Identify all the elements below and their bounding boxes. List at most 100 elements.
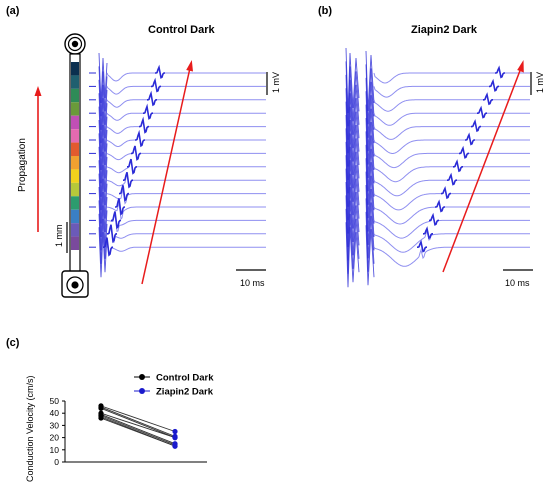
strip-segment — [71, 142, 79, 156]
legend-label-ziapin2: Ziapin2 Dark — [156, 387, 214, 398]
action-potential-spike — [471, 118, 481, 133]
action-potential-spike — [143, 103, 153, 120]
paired-line — [100, 407, 176, 439]
stimulus-artifact — [98, 93, 108, 144]
electrode-trace — [106, 203, 266, 221]
action-potential-spike — [429, 212, 439, 226]
electrode-trace — [373, 214, 530, 239]
legend: Control Dark Ziapin2 Dark — [134, 373, 214, 398]
action-potential-spike — [131, 145, 142, 161]
electrode-trace — [106, 91, 266, 108]
action-potential-spike — [123, 171, 134, 189]
panel-a-letter: (a) — [6, 5, 20, 17]
control-dark-point — [98, 405, 104, 411]
action-potential-spike — [139, 116, 150, 134]
action-potential-spike — [151, 77, 161, 93]
stimulus-artifact — [365, 225, 375, 286]
y-tick-label: 40 — [50, 408, 60, 418]
stimulus-artifact — [98, 200, 108, 251]
paired-line — [100, 414, 176, 445]
strip-segment — [71, 115, 79, 130]
stimulus-artifact — [98, 173, 108, 224]
strip-segment — [71, 196, 79, 210]
propagation-arrow — [34, 86, 42, 232]
panel-b-time-label: 10 ms — [505, 278, 530, 288]
propagation-label: Propagation — [17, 138, 28, 192]
action-potential-spike — [453, 159, 463, 173]
electrode-trace — [106, 145, 266, 161]
action-potential-spike — [119, 185, 130, 202]
strip-segment — [71, 223, 79, 237]
action-potential-spike — [103, 237, 114, 257]
panel-a-arrow — [141, 60, 193, 285]
action-potential-spike — [111, 211, 122, 230]
stimulus-artifact — [98, 79, 108, 130]
electrode-trace — [373, 200, 530, 225]
scale-length-label: 1 mm — [54, 225, 64, 248]
electrode-trace — [373, 186, 530, 211]
ziapin2-dark-point — [172, 443, 178, 449]
panel-b-voltage-label: 1 mV — [535, 72, 545, 93]
action-potential-spike — [155, 64, 165, 79]
electrode-trace — [373, 160, 530, 183]
strip-segment — [71, 182, 79, 197]
ziapin2-dark-point — [172, 435, 178, 441]
electrode-strip-diagram — [61, 33, 89, 298]
electrode-trace — [373, 66, 530, 84]
strip-segment — [71, 236, 79, 250]
action-potential-spike — [495, 65, 505, 79]
control-dark-point — [98, 415, 104, 421]
action-potential-spike — [459, 145, 469, 159]
y-tick-label: 30 — [50, 420, 60, 430]
conduction-velocity-chart: 0 10 20 30 40 50 Control Dark Ziapin2 Dark — [50, 373, 215, 468]
action-potential-spike — [435, 199, 445, 213]
electrode-trace — [373, 229, 530, 253]
panel-a-traces — [89, 52, 266, 278]
legend-item-ziapin2: Ziapin2 Dark — [134, 387, 214, 398]
electrode-trace — [106, 245, 266, 257]
panel-c-letter: (c) — [6, 337, 20, 349]
y-tick-label: 50 — [50, 396, 60, 406]
panel-b-traces — [345, 47, 530, 288]
stimulus-artifact — [98, 186, 108, 238]
stimulus-artifact — [98, 213, 108, 264]
paired-line — [100, 406, 176, 437]
strip-segment — [71, 75, 79, 89]
electrode-trace — [106, 104, 266, 121]
action-potential-spike — [483, 92, 493, 106]
electrode-trace — [373, 106, 530, 126]
stimulus-artifact — [98, 227, 108, 278]
ziapin2-dark-point — [172, 428, 178, 435]
electrode-trace — [106, 213, 266, 233]
electrode-trace — [106, 173, 266, 189]
action-potential-spike — [489, 78, 499, 92]
panel-a-voltage-label: 1 mV — [271, 72, 281, 93]
action-potential-spike — [135, 129, 146, 148]
strip-segment — [71, 129, 79, 143]
stimulus-artifact — [98, 133, 108, 184]
stimulus-artifact — [98, 119, 108, 171]
action-potential-spike — [147, 90, 157, 107]
y-tick-label: 0 — [54, 457, 59, 467]
paired-line — [100, 405, 176, 432]
panel-a-time-label: 10 ms — [240, 278, 265, 288]
action-potential-spike — [441, 185, 451, 200]
stimulus-artifact — [345, 222, 360, 288]
y-tick-label: 20 — [50, 433, 60, 443]
electrode-trace — [373, 146, 530, 169]
strip-segment — [71, 156, 79, 170]
y-axis-label: Conduction Velocity (cm/s) — [25, 375, 35, 482]
panel-b-arrow — [442, 60, 524, 273]
electrode-trace — [373, 93, 530, 112]
legend-item-control: Control Dark — [134, 373, 214, 384]
paired-line — [100, 417, 176, 447]
electrode-trace — [106, 130, 266, 148]
action-potential-spike — [423, 226, 433, 240]
electrode-trace — [106, 65, 266, 82]
panel-a-title: Control Dark — [148, 24, 216, 36]
action-potential-spike — [465, 132, 475, 146]
electrode-trace — [373, 133, 530, 154]
paired-line — [100, 412, 176, 439]
action-potential-spike — [417, 239, 427, 253]
